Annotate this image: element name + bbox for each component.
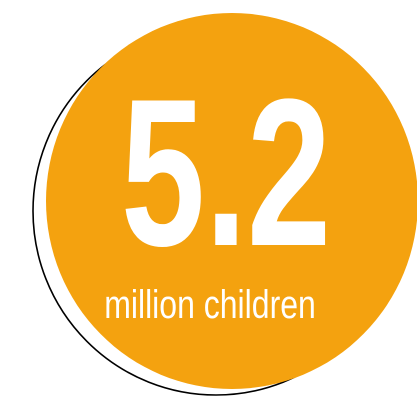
badge-circle [46,13,417,389]
stat-number: 5.2 [121,54,331,289]
stat-caption: million children [104,282,316,327]
